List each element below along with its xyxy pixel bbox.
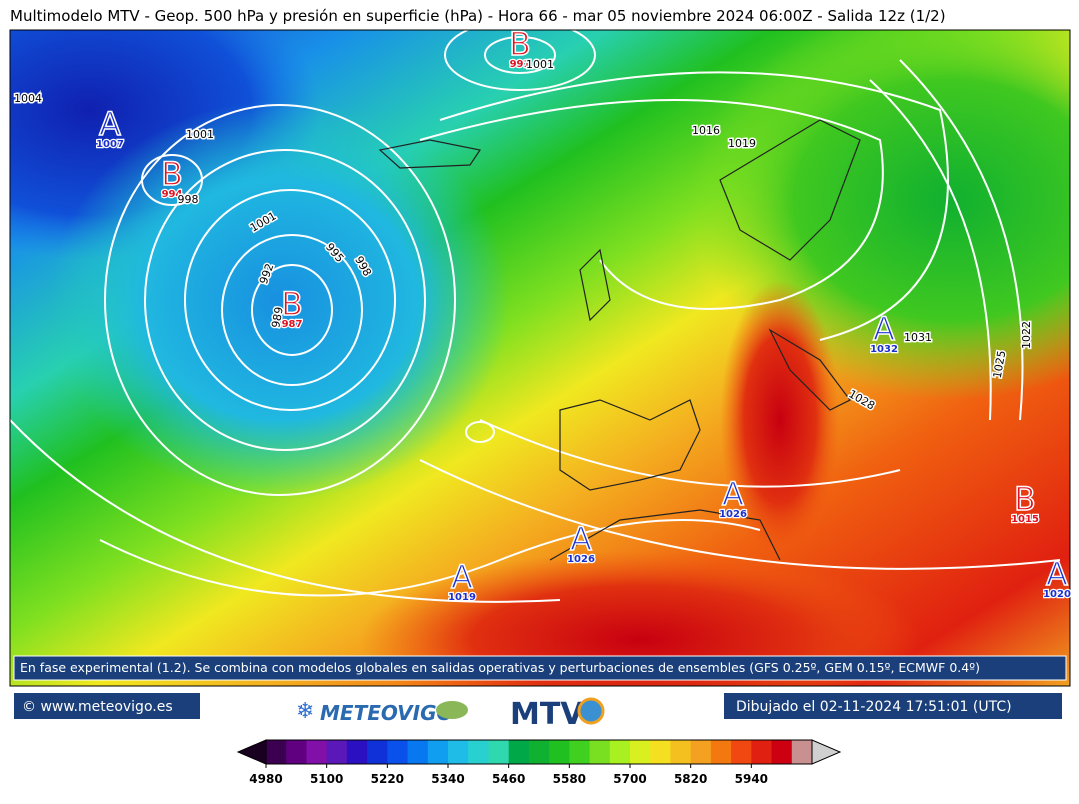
center-letter: A: [570, 520, 592, 558]
site-link[interactable]: © www.meteovigo.es: [22, 699, 173, 715]
center-value: 1020: [1043, 589, 1071, 600]
colorbar-swatch: [690, 740, 712, 764]
isobar-label: 1031: [904, 331, 932, 344]
logo-text: METEOVIGO: [320, 701, 454, 725]
colorbar-swatch: [508, 740, 530, 764]
center-letter: A: [722, 475, 744, 513]
colorbar-tick-label: 5940: [735, 772, 768, 786]
center-letter: B: [281, 285, 303, 323]
colorbar-swatch: [569, 740, 591, 764]
colorbar-tick-label: 4980: [249, 772, 282, 786]
colorbar-arrow-right: [811, 739, 842, 765]
center-value: 987: [282, 319, 303, 330]
colorbar-swatch: [589, 740, 611, 764]
colorbar-swatch: [326, 740, 348, 764]
colorbar-swatch: [427, 740, 449, 764]
colorbar-swatch: [448, 740, 469, 764]
colorbar-swatch: [306, 740, 328, 764]
drawn-box: [724, 693, 1062, 719]
colorbar-tick-label: 5700: [613, 772, 646, 786]
colorbar-swatch: [609, 740, 631, 764]
colorbar-tick-label: 5820: [674, 772, 707, 786]
colorbar-swatch: [346, 740, 368, 764]
logo-mtv: MTV: [510, 697, 584, 732]
colorbar-swatch: [528, 740, 550, 764]
colorbar-swatch: [731, 740, 752, 764]
center-value: 1007: [96, 139, 124, 150]
colorbar-swatch: [751, 740, 773, 764]
colorbar-tick-label: 5340: [431, 772, 464, 786]
isobar-label: 1022: [1020, 321, 1033, 349]
center-value: 991: [510, 59, 531, 70]
isobar-label: 1019: [728, 137, 756, 150]
colorbar-swatch: [468, 740, 489, 764]
leaf-icon: [436, 701, 468, 719]
center-value: 1032: [870, 344, 898, 355]
colorbar-tick-label: 5100: [310, 772, 343, 786]
isobar-label: 1016: [692, 124, 720, 137]
snowflake-icon: ❄: [296, 699, 314, 724]
isobar-label: 1001: [526, 58, 554, 71]
logo-globe: [577, 697, 605, 725]
colorbar-swatch: [650, 740, 671, 764]
colorbar-swatch: [367, 740, 388, 764]
notice-box: [13, 655, 1067, 681]
colorbar-swatch: [266, 740, 287, 764]
colorbar-swatch: [771, 740, 793, 764]
colorbar-swatch: [387, 740, 409, 764]
isobar-label: 1004: [14, 92, 42, 105]
map-frame: [9, 29, 1071, 687]
center-letter: A: [873, 310, 895, 348]
center-letter: A: [1046, 555, 1068, 593]
map-area: [10, 30, 1070, 686]
colorbar: 4980 5100 5220 5340 5460 5580 5700 5820 5940: [236, 739, 842, 786]
center-value: 994: [162, 189, 183, 200]
colorbar-frame: [265, 739, 813, 765]
site-box: [14, 693, 200, 719]
isobar-label: 989: [269, 306, 285, 329]
center-letter: B: [509, 25, 531, 63]
center-letter: B: [161, 155, 183, 193]
colorbar-swatch: [791, 740, 813, 764]
colorbar-swatch: [407, 740, 429, 764]
center-letter: A: [451, 558, 473, 596]
center-value: 1019: [448, 592, 476, 603]
isobar-label: 1001: [186, 128, 214, 141]
center-value: 1015: [1011, 514, 1039, 525]
colorbar-swatch: [488, 740, 510, 764]
center-value: 1026: [567, 554, 595, 565]
colorbar-swatch: [286, 740, 307, 764]
colorbar-tick-label: 5580: [553, 772, 586, 786]
colorbar-swatch: [710, 740, 732, 764]
colorbar-swatch: [630, 740, 651, 764]
notice: En fase experimental (1.2). Se combina c…: [20, 660, 980, 675]
colorbar-arrow-left: [236, 739, 267, 765]
colorbar-tick-label: 5220: [371, 772, 404, 786]
center-letter: B: [1014, 480, 1036, 518]
colorbar-swatch: [670, 740, 692, 764]
map-title: Multimodelo MTV - Geop. 500 hPa y presió…: [10, 7, 946, 25]
center-value: 1026: [719, 509, 747, 520]
drawn-date: Dibujado el 02-11-2024 17:51:01 (UTC): [736, 699, 1012, 715]
colorbar-tick-label: 5460: [492, 772, 525, 786]
colorbar-swatch: [549, 740, 570, 764]
center-letter: A: [99, 105, 121, 143]
isobar-label: 998: [178, 193, 199, 206]
